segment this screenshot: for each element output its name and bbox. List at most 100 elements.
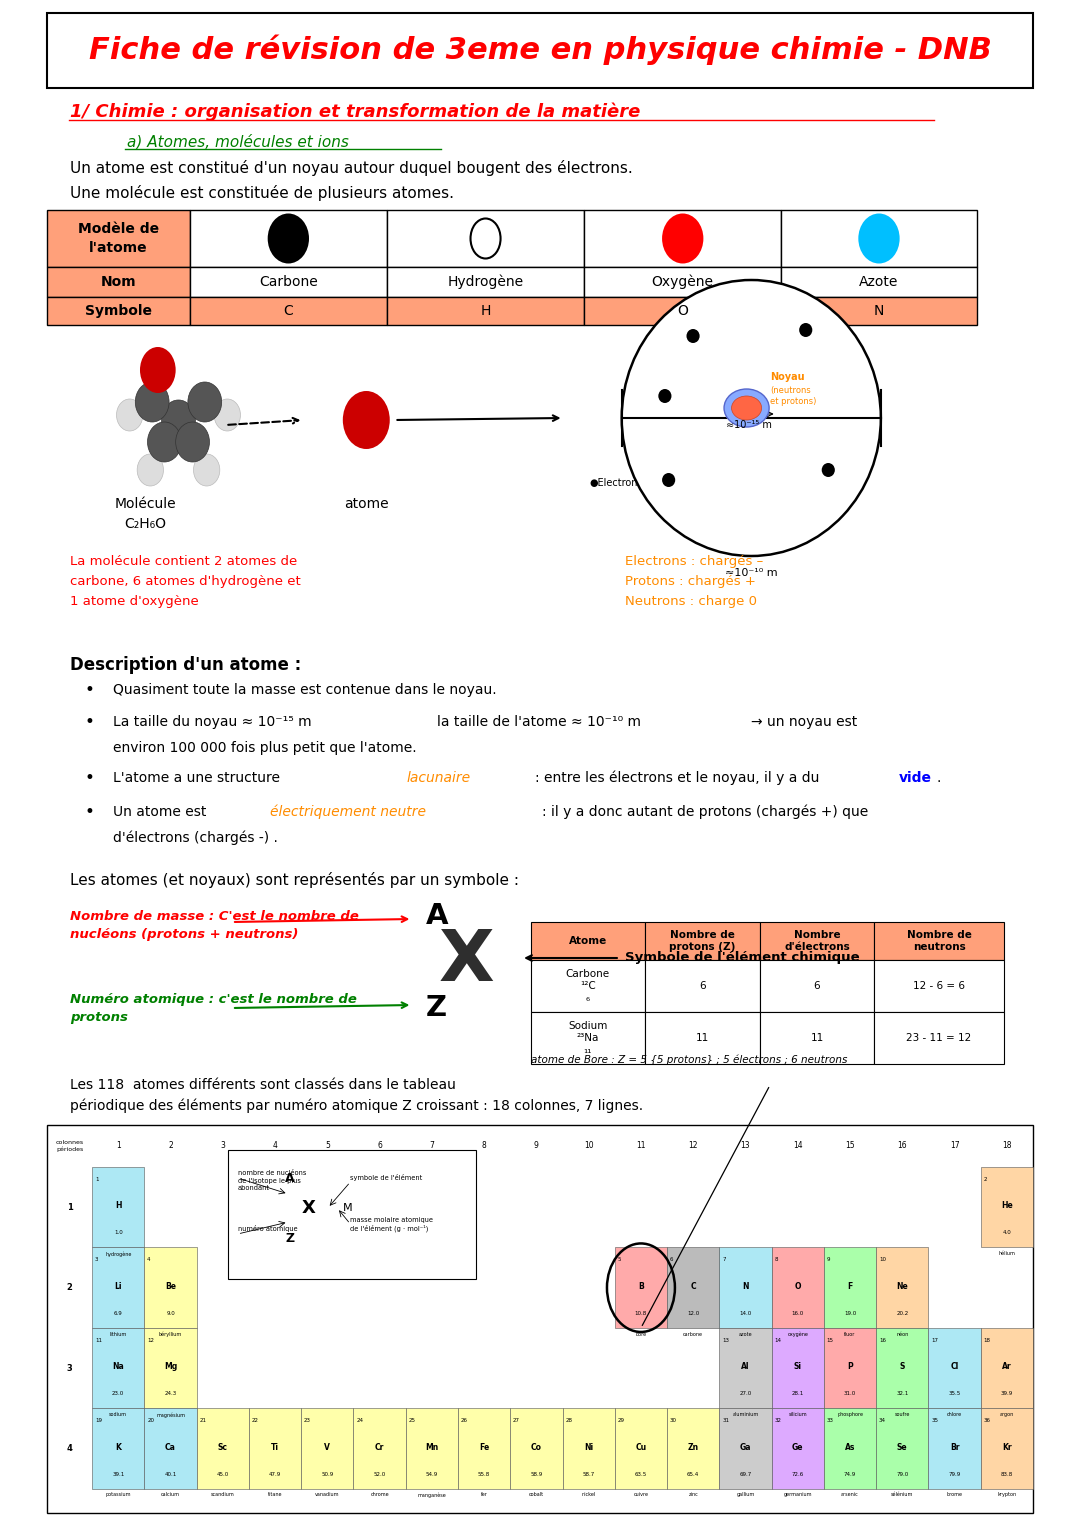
Text: X: X: [438, 927, 495, 997]
Bar: [145, 1248, 197, 1328]
Text: 4.0: 4.0: [1002, 1231, 1011, 1235]
Text: 83.8: 83.8: [1001, 1472, 1013, 1477]
Bar: [771, 1328, 824, 1408]
Text: 55.8: 55.8: [478, 1472, 490, 1477]
Bar: [387, 211, 584, 267]
Text: C: C: [283, 304, 294, 318]
Text: 58.9: 58.9: [530, 1472, 542, 1477]
Bar: [719, 1248, 771, 1328]
Bar: [981, 1408, 1032, 1489]
Bar: [719, 1408, 771, 1489]
Bar: [92, 1167, 145, 1248]
Bar: [667, 1248, 719, 1328]
Bar: [645, 1012, 759, 1064]
Text: vide: vide: [899, 771, 932, 785]
Text: 12: 12: [147, 1338, 154, 1342]
Text: 11: 11: [95, 1338, 102, 1342]
Text: 14: 14: [793, 1142, 802, 1150]
Text: nombre de nucléons
de l'isotope le plus
abondant: nombre de nucléons de l'isotope le plus …: [238, 1170, 306, 1191]
Text: calcium: calcium: [161, 1492, 180, 1498]
Bar: [781, 211, 976, 267]
Text: Fe: Fe: [480, 1443, 489, 1452]
Text: C: C: [690, 1281, 696, 1290]
Text: : il y a donc autant de protons (chargés +) que: : il y a donc autant de protons (chargés…: [542, 805, 868, 820]
Text: 69.7: 69.7: [740, 1472, 752, 1477]
Text: scandium: scandium: [211, 1492, 234, 1498]
Bar: [781, 267, 976, 296]
Text: N: N: [742, 1281, 748, 1290]
Text: 32.1: 32.1: [896, 1391, 908, 1396]
Text: 33: 33: [826, 1419, 834, 1423]
Text: K: K: [116, 1443, 121, 1452]
Text: 6: 6: [670, 1257, 674, 1261]
Text: 8: 8: [482, 1142, 486, 1150]
Text: manganèse: manganèse: [418, 1492, 446, 1498]
Ellipse shape: [193, 454, 220, 486]
Text: 65.4: 65.4: [687, 1472, 700, 1477]
Text: L'atome a une structure: L'atome a une structure: [112, 771, 284, 785]
Text: et protons): et protons): [770, 397, 816, 406]
Ellipse shape: [117, 399, 143, 431]
Bar: [530, 960, 645, 1012]
Text: Z: Z: [286, 1231, 295, 1245]
Text: 13: 13: [741, 1142, 751, 1150]
Text: aluminium: aluminium: [732, 1412, 758, 1417]
Bar: [510, 1408, 563, 1489]
Ellipse shape: [859, 214, 900, 264]
Text: soufre: soufre: [894, 1412, 910, 1417]
Bar: [875, 1012, 1004, 1064]
Text: •: •: [84, 770, 94, 786]
Text: 6: 6: [377, 1142, 382, 1150]
Text: H: H: [114, 1202, 121, 1209]
Text: •: •: [84, 713, 94, 731]
Text: 10: 10: [584, 1142, 594, 1150]
Bar: [190, 211, 387, 267]
Text: 2: 2: [168, 1142, 173, 1150]
Bar: [145, 1408, 197, 1489]
Text: Be: Be: [165, 1281, 176, 1290]
Text: numéro atomique: numéro atomique: [238, 1225, 297, 1231]
Circle shape: [659, 389, 672, 403]
Text: Hydrogène: Hydrogène: [447, 275, 524, 289]
Text: 14: 14: [774, 1338, 782, 1342]
Text: masse molaire atomique
de l'élément (g · mol⁻¹): masse molaire atomique de l'élément (g ·…: [350, 1217, 433, 1232]
Text: 28.1: 28.1: [792, 1391, 804, 1396]
Text: A: A: [426, 902, 448, 930]
Bar: [92, 1248, 145, 1328]
Text: zinc: zinc: [688, 1492, 698, 1498]
Text: 36: 36: [984, 1419, 990, 1423]
Bar: [353, 1408, 406, 1489]
Text: 9: 9: [826, 1257, 831, 1261]
Text: électriquement neutre: électriquement neutre: [270, 805, 426, 820]
Text: 24.3: 24.3: [164, 1391, 177, 1396]
Text: 52.0: 52.0: [374, 1472, 386, 1477]
Bar: [719, 1328, 771, 1408]
Text: 7: 7: [723, 1257, 726, 1261]
Text: •: •: [84, 681, 94, 699]
Bar: [458, 1408, 510, 1489]
Text: environ 100 000 fois plus petit que l'atome.: environ 100 000 fois plus petit que l'at…: [112, 741, 417, 754]
Text: 12: 12: [688, 1142, 698, 1150]
Text: 6: 6: [699, 980, 705, 991]
Text: fer: fer: [481, 1492, 487, 1498]
Text: 39.9: 39.9: [1001, 1391, 1013, 1396]
Text: Mg: Mg: [164, 1362, 177, 1371]
Bar: [875, 960, 1004, 1012]
Text: N: N: [874, 304, 885, 318]
Text: Se: Se: [897, 1443, 907, 1452]
Text: 9.0: 9.0: [166, 1312, 175, 1316]
Text: 4: 4: [67, 1445, 72, 1454]
Text: colonnes
périodes: colonnes périodes: [55, 1141, 83, 1151]
Bar: [667, 1408, 719, 1489]
Bar: [48, 267, 190, 296]
Bar: [584, 296, 781, 325]
Text: Ar: Ar: [1002, 1362, 1012, 1371]
Text: 7: 7: [430, 1142, 434, 1150]
Text: Un atome est: Un atome est: [112, 805, 211, 818]
Text: 72.6: 72.6: [792, 1472, 804, 1477]
Ellipse shape: [137, 454, 163, 486]
Text: 47.9: 47.9: [269, 1472, 281, 1477]
Text: Cl: Cl: [950, 1362, 959, 1371]
Text: ≈10⁻¹⁵ m: ≈10⁻¹⁵ m: [727, 420, 772, 431]
Text: 10.8: 10.8: [635, 1312, 647, 1316]
